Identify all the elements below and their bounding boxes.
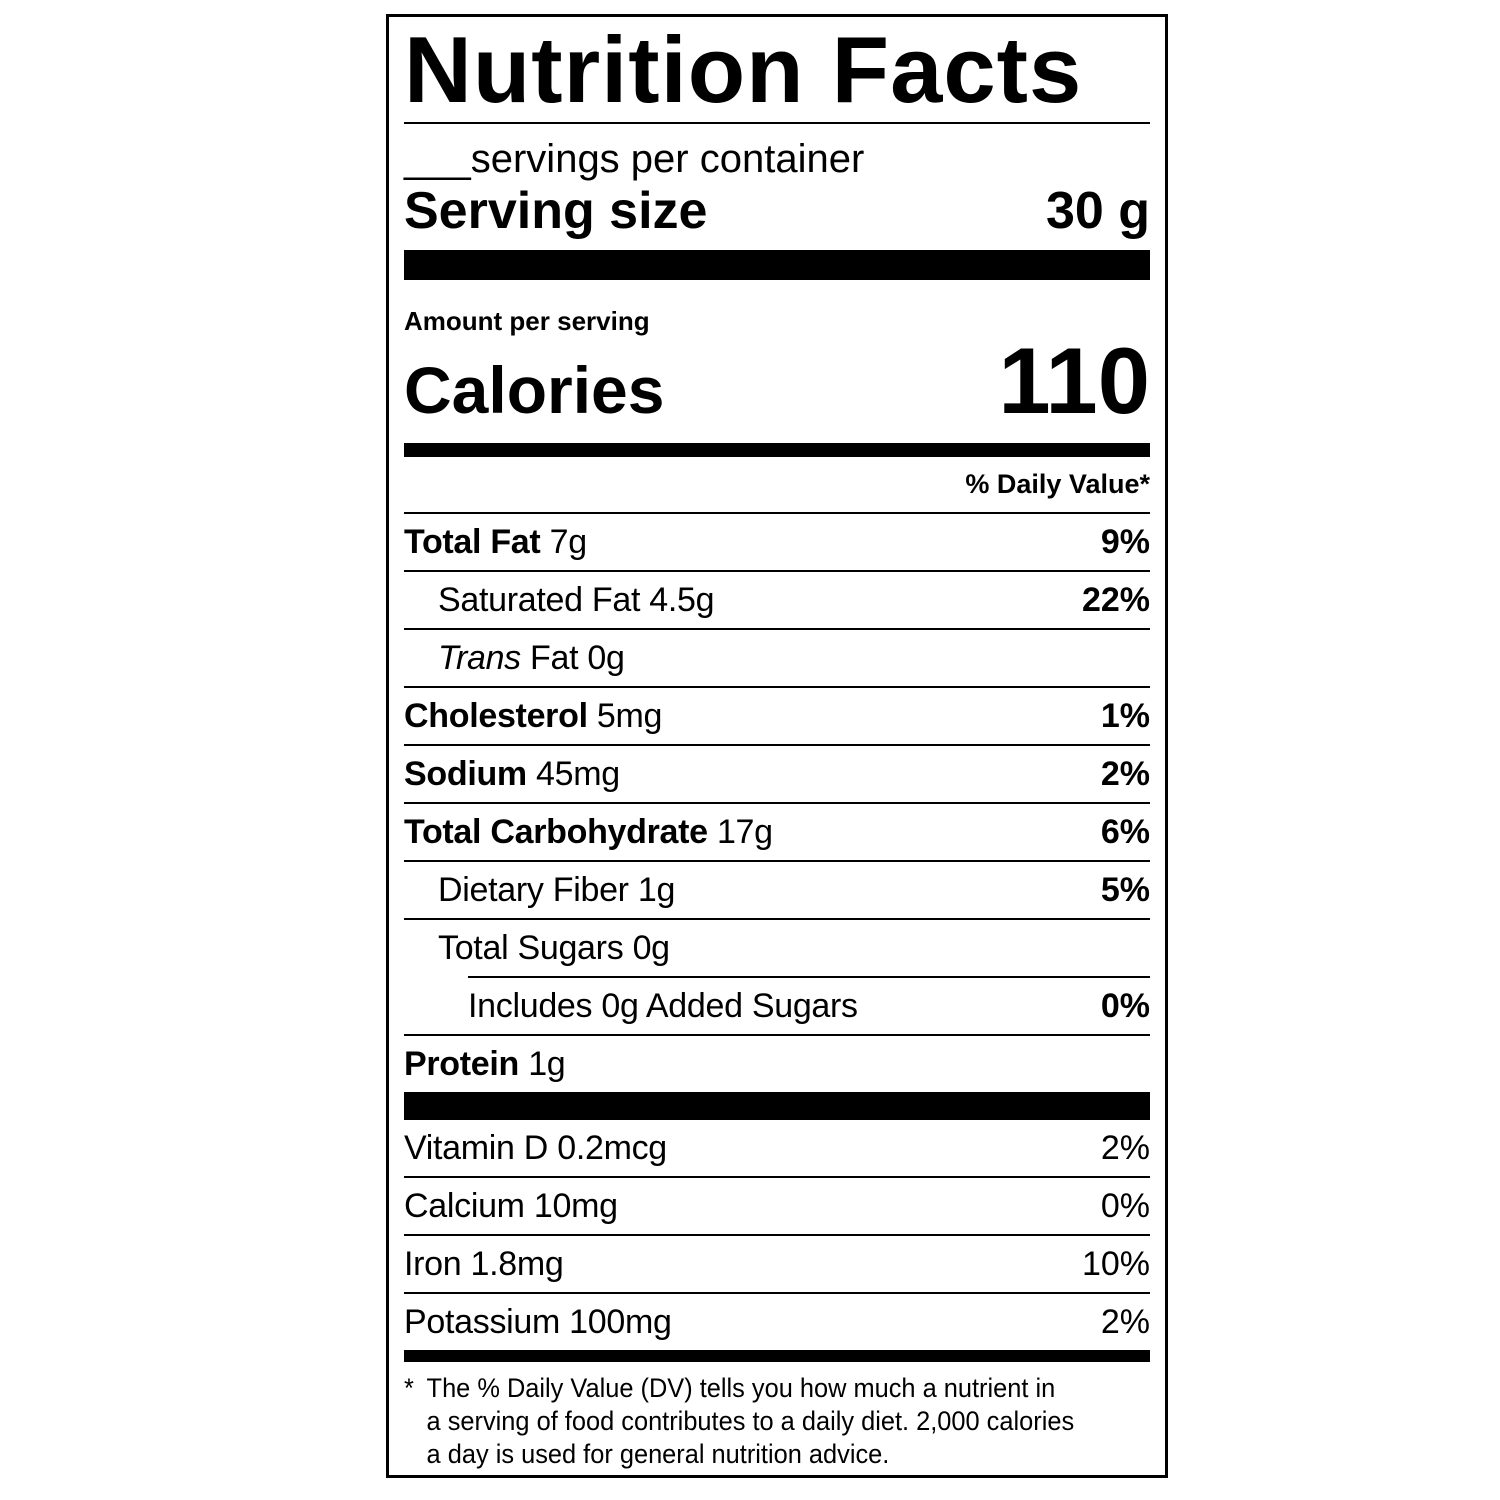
- servings-per-container: ___servings per container: [404, 137, 865, 182]
- nutrient-amount: 1g: [637, 871, 676, 910]
- nutrient-percent: 6%: [1100, 813, 1150, 852]
- nutrient-name: Total Carbohydrate: [404, 813, 708, 852]
- vitamin-name: Vitamin D 0.2mcg: [404, 1129, 667, 1168]
- daily-value-footnote: * The % Daily Value (DV) tells you how m…: [404, 1372, 1105, 1471]
- nutrient-amount: 0g: [632, 929, 671, 968]
- vitamin-percent: 10%: [1081, 1245, 1150, 1284]
- nutrient-amount: 5mg: [596, 697, 663, 736]
- nutrient-text: Trans Fat 0g: [404, 638, 625, 678]
- nutrient-name: Saturated Fat: [438, 581, 641, 620]
- nutrient-name: Includes 0g Added Sugars: [468, 987, 858, 1026]
- serving-size-label: Serving size: [404, 182, 708, 241]
- vitamin-name: Potassium 100mg: [404, 1303, 672, 1342]
- nutrient-text: Total Carbohydrate 17g: [404, 812, 773, 852]
- nutrient-name: Trans: [438, 639, 521, 678]
- serving-size-value: 30 g: [1045, 182, 1150, 241]
- thick-separator-bar: [404, 1092, 1150, 1121]
- nutrient-percent: 9%: [1100, 523, 1150, 562]
- daily-value-header: % Daily Value*: [965, 469, 1150, 500]
- row-divider: [404, 1034, 1150, 1037]
- vitamin-name: Calcium 10mg: [404, 1187, 618, 1226]
- nutrient-percent: 1%: [1100, 697, 1150, 736]
- nutrient-amount: 7g: [549, 523, 588, 562]
- row-total-carbohydrate: Total Carbohydrate 17g 6%: [404, 804, 1150, 860]
- nutrient-percent: 22%: [1081, 581, 1150, 620]
- row-sodium: Sodium 45mg 2%: [404, 746, 1150, 802]
- calories-value: 110: [998, 328, 1150, 434]
- nutrient-name: Cholesterol: [404, 697, 588, 736]
- nutrient-percent: 0%: [1100, 987, 1150, 1026]
- row-saturated-fat: Saturated Fat 4.5g 22%: [404, 572, 1150, 628]
- row-divider: [404, 744, 1150, 747]
- row-calcium: Calcium 10mg 0%: [404, 1178, 1150, 1234]
- nutrient-name: Protein: [404, 1045, 520, 1084]
- nutrient-name: Sodium: [404, 755, 527, 794]
- nutrient-amount: Fat 0g: [530, 639, 625, 678]
- row-vitamin-d: Vitamin D 0.2mcg 2%: [404, 1120, 1150, 1176]
- label-title: Nutrition Facts: [404, 17, 1083, 122]
- row-divider: [404, 686, 1150, 689]
- row-total-sugars: Total Sugars 0g: [404, 920, 1150, 976]
- nutrient-name: Total Fat: [404, 523, 541, 562]
- vitamin-percent: 0%: [1100, 1187, 1150, 1226]
- calories-label: Calories: [404, 353, 665, 428]
- row-divider: [404, 860, 1150, 863]
- footnote-asterisk: *: [404, 1373, 414, 1404]
- row-dietary-fiber: Dietary Fiber 1g 5%: [404, 862, 1150, 918]
- nutrient-amount: 1g: [528, 1045, 566, 1084]
- row-divider: [404, 1234, 1150, 1237]
- row-divider: [404, 1292, 1150, 1295]
- serving-size-row: Serving size 30 g: [404, 182, 1150, 240]
- nutrient-text: Sodium 45mg: [404, 754, 620, 794]
- nutrient-amount: 4.5g: [649, 581, 715, 620]
- row-total-fat: Total Fat 7g 9%: [404, 514, 1150, 570]
- calories-row: Calories 110: [404, 328, 1150, 435]
- row-cholesterol: Cholesterol 5mg 1%: [404, 688, 1150, 744]
- footnote-text: The % Daily Value (DV) tells you how muc…: [427, 1372, 1075, 1471]
- row-divider: [404, 570, 1150, 573]
- amount-per-serving-label: Amount per serving: [404, 306, 650, 337]
- vitamin-percent: 2%: [1100, 1303, 1150, 1342]
- nutrient-text: Saturated Fat 4.5g: [404, 580, 715, 620]
- vitamin-name: Iron 1.8mg: [404, 1245, 564, 1284]
- nutrient-percent: 5%: [1100, 871, 1150, 910]
- row-added-sugars: Includes 0g Added Sugars 0%: [404, 978, 1150, 1034]
- medium-separator-bar: [404, 1350, 1150, 1363]
- row-divider: [404, 628, 1150, 631]
- nutrition-facts-label: Nutrition Facts ___servings per containe…: [386, 14, 1168, 1478]
- row-potassium: Potassium 100mg 2%: [404, 1294, 1150, 1350]
- vitamin-percent: 2%: [1100, 1129, 1150, 1168]
- row-iron: Iron 1.8mg 10%: [404, 1236, 1150, 1292]
- footnote-line: a day is used for general nutrition advi…: [426, 1439, 890, 1470]
- nutrient-name: Total Sugars: [438, 929, 624, 968]
- row-divider: [404, 1176, 1150, 1179]
- nutrient-text: Protein 1g: [404, 1044, 566, 1084]
- nutrient-text: Total Sugars 0g: [404, 928, 670, 968]
- row-divider: [404, 918, 1150, 921]
- row-trans-fat: Trans Fat 0g: [404, 630, 1150, 686]
- nutrient-name: Dietary Fiber: [438, 871, 629, 910]
- nutrient-text: Dietary Fiber 1g: [404, 870, 675, 910]
- medium-separator-bar: [404, 443, 1150, 458]
- row-protein: Protein 1g: [404, 1036, 1150, 1092]
- footnote-line: a serving of food contributes to a daily…: [426, 1406, 1075, 1437]
- nutrient-percent: 2%: [1100, 755, 1150, 794]
- nutrient-text: Cholesterol 5mg: [404, 696, 662, 736]
- thick-separator-bar: [404, 250, 1150, 281]
- row-divider: [404, 512, 1150, 515]
- nutrient-text: Includes 0g Added Sugars: [404, 986, 858, 1026]
- footnote-line: The % Daily Value (DV) tells you how muc…: [426, 1373, 1056, 1404]
- indented-row-divider: [468, 976, 1150, 979]
- nutrient-amount: 45mg: [536, 755, 620, 794]
- row-divider: [404, 802, 1150, 805]
- nutrient-text: Total Fat 7g: [404, 522, 587, 562]
- title-divider: [404, 122, 1150, 125]
- nutrient-amount: 17g: [716, 813, 773, 852]
